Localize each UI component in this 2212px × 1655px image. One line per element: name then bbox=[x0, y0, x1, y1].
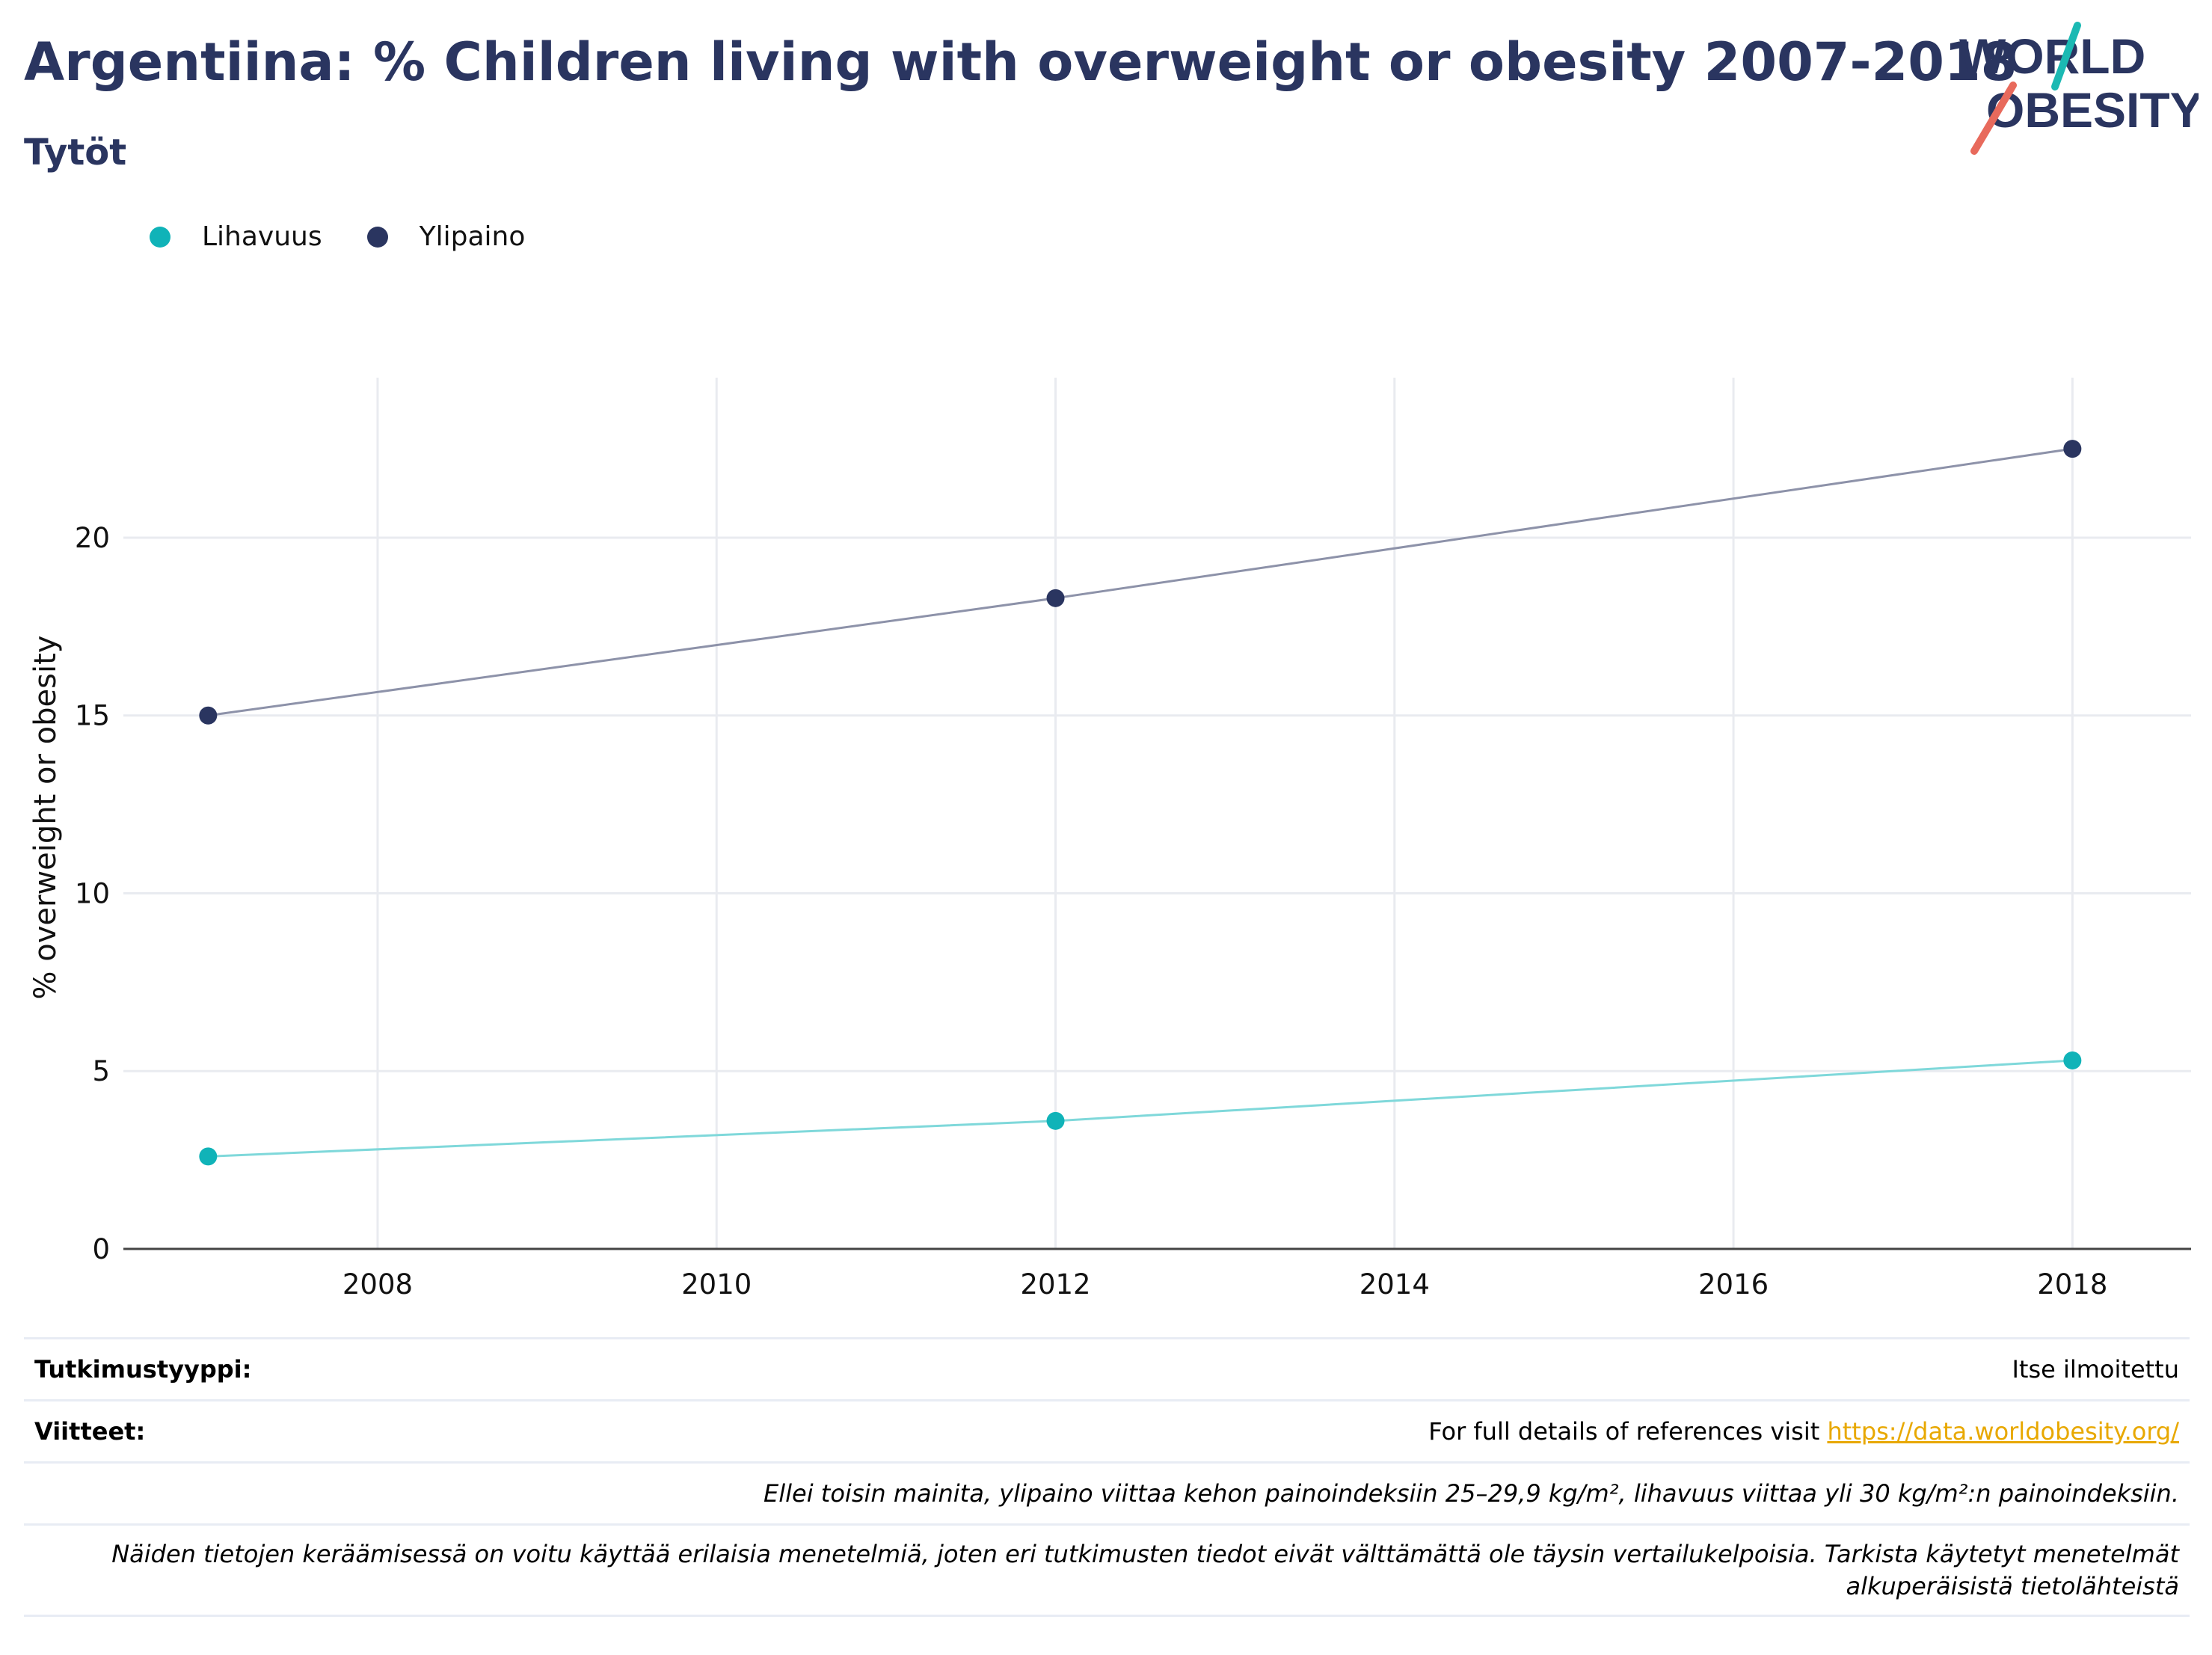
grid-lines bbox=[123, 378, 2191, 1249]
references-value: For full details of references visit htt… bbox=[1428, 1417, 2179, 1446]
study-type-value: Itse ilmoitettu bbox=[2012, 1355, 2179, 1384]
logo-slash-coral bbox=[1970, 82, 2017, 155]
x-tick-label-2014: 2014 bbox=[1360, 1268, 1430, 1301]
y-tick-label-15: 15 bbox=[75, 700, 110, 732]
y-tick-label-0: 0 bbox=[92, 1233, 110, 1265]
chart-title: Argentiina: % Children living with overw… bbox=[24, 31, 2018, 93]
info-row-references: Viitteet: For full details of references… bbox=[24, 1399, 2190, 1461]
logo-text-obesity: OBESITY bbox=[1986, 82, 2199, 138]
x-tick-label-2008: 2008 bbox=[342, 1268, 413, 1301]
x-tick-label-2010: 2010 bbox=[681, 1268, 752, 1301]
world-obesity-logo[interactable]: WORLD OBESITY bbox=[1944, 15, 2199, 165]
info-row-note-definitions: Ellei toisin mainita, ylipaino viittaa k… bbox=[24, 1461, 2190, 1523]
y-tick-label-20: 20 bbox=[75, 522, 110, 554]
axes: 2008 2010 2012 2014 2016 2018 0 5 10 15 20 bbox=[75, 522, 2191, 1301]
data-point-ylipaino-2012 bbox=[1046, 589, 1065, 607]
legend-item-ylipaino[interactable]: Ylipaino bbox=[366, 221, 526, 252]
logo-slash-teal bbox=[2051, 22, 2081, 90]
data-point-ylipaino-2007 bbox=[199, 706, 218, 725]
x-tick-label-2016: 2016 bbox=[1698, 1268, 1769, 1301]
info-row-note-methods: Näiden tietojen keräämisessä on voitu kä… bbox=[24, 1523, 2190, 1617]
y-axis-title: % overweight or obesity bbox=[28, 636, 63, 1000]
line-chart: 2008 2010 2012 2014 2016 2018 0 5 10 15 20 % overw… bbox=[28, 378, 2191, 1301]
study-type-label: Tutkimustyyppi: bbox=[34, 1355, 252, 1384]
references-link[interactable]: https://data.worldobesity.org/ bbox=[1827, 1417, 2179, 1446]
x-tick-label-2012: 2012 bbox=[1020, 1268, 1090, 1301]
definition-note: Ellei toisin mainita, ylipaino viittaa k… bbox=[764, 1479, 2179, 1508]
data-point-lihavuus-2018 bbox=[2063, 1051, 2082, 1069]
logo-text-world: WORLD bbox=[1959, 28, 2145, 84]
references-label: Viitteet: bbox=[34, 1417, 146, 1446]
series-line-lihavuus bbox=[208, 1059, 2073, 1158]
references-text: For full details of references visit bbox=[1428, 1417, 1828, 1446]
info-row-study-type: Tutkimustyyppi: Itse ilmoitettu bbox=[24, 1337, 2190, 1399]
data-point-lihavuus-2007 bbox=[199, 1147, 218, 1166]
info-table: Tutkimustyyppi: Itse ilmoitettu Viitteet… bbox=[24, 1337, 2190, 1617]
methods-note-line-1: Näiden tietojen keräämisessä on voitu kä… bbox=[111, 1539, 2179, 1568]
data-point-ylipaino-2018 bbox=[2063, 440, 2082, 458]
y-tick-label-5: 5 bbox=[92, 1055, 110, 1087]
series-line-ylipaino bbox=[208, 447, 2073, 717]
legend-label-lihavuus: Lihavuus bbox=[202, 221, 322, 252]
chart-legend: Lihavuus Ylipaino bbox=[150, 221, 570, 252]
legend-marker-ylipaino bbox=[366, 226, 388, 248]
x-tick-label-2018: 2018 bbox=[2037, 1268, 2107, 1301]
y-tick-label-10: 10 bbox=[75, 877, 110, 909]
methods-note-line-2: alkuperäisistä tietolähteistä bbox=[1846, 1571, 2179, 1600]
data-point-lihavuus-2012 bbox=[1046, 1111, 1065, 1130]
series-layer bbox=[199, 440, 2082, 1166]
chart-subtitle: Tytöt bbox=[24, 132, 127, 174]
legend-label-ylipaino: Ylipaino bbox=[419, 221, 526, 252]
legend-item-lihavuus[interactable]: Lihavuus bbox=[150, 221, 322, 252]
methods-note: Näiden tietojen keräämisessä on voitu kä… bbox=[34, 1538, 2179, 1603]
legend-marker-lihavuus bbox=[150, 226, 170, 248]
